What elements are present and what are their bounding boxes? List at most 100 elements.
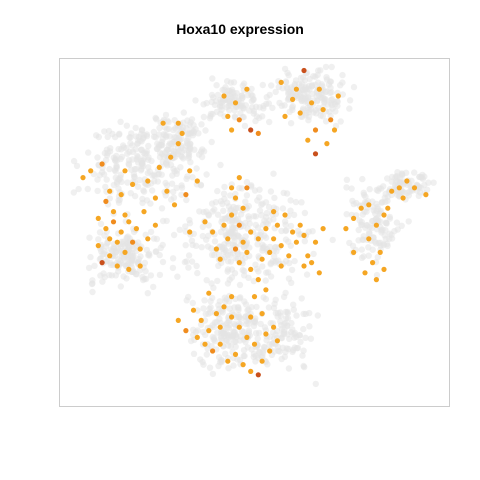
background-cell-point <box>299 352 305 358</box>
background-cell-point <box>283 309 289 315</box>
background-cell-point <box>260 350 266 356</box>
background-cell-point <box>351 84 357 90</box>
expressing-cell-point <box>256 277 261 282</box>
background-cell-point <box>350 243 356 249</box>
background-cell-point <box>209 75 215 81</box>
background-cell-point <box>430 180 436 186</box>
expressing-cell-point <box>328 117 333 122</box>
background-cell-point <box>266 119 272 125</box>
background-cell-point <box>206 306 212 312</box>
background-cell-point <box>227 229 233 235</box>
background-cell-point <box>199 154 205 160</box>
expressing-cell-point <box>195 335 200 340</box>
expressing-cell-point <box>229 185 234 190</box>
background-cell-point <box>101 248 107 254</box>
background-cell-point <box>117 197 123 203</box>
expressing-cell-point <box>294 87 299 92</box>
background-cell-point <box>237 282 243 288</box>
background-cell-point <box>138 158 144 164</box>
background-cell-point <box>105 134 111 140</box>
expressing-cell-point <box>111 209 116 214</box>
expressing-cell-point <box>263 331 268 336</box>
background-cell-point <box>359 176 365 182</box>
background-cell-point <box>254 241 260 247</box>
background-cell-point <box>373 201 379 207</box>
background-cell-point <box>211 252 217 258</box>
expressing-cell-point <box>252 294 257 299</box>
background-cell-point <box>188 338 194 344</box>
background-cell-point <box>290 302 296 308</box>
background-cell-point <box>337 82 343 88</box>
background-cell-point <box>199 244 205 250</box>
background-cell-point <box>288 280 294 286</box>
expressing-cell-point <box>80 175 85 180</box>
background-cell-point <box>177 227 183 233</box>
background-cell-point <box>243 321 249 327</box>
expressing-cell-point <box>96 216 101 221</box>
background-cell-point <box>189 238 195 244</box>
background-cell-point <box>257 104 263 110</box>
background-cell-point <box>306 83 312 89</box>
expressing-cell-point <box>248 314 253 319</box>
background-cell-point <box>147 200 153 206</box>
expressing-cell-point <box>241 362 246 367</box>
background-cell-point <box>377 240 383 246</box>
expressing-cell-point <box>126 219 131 224</box>
background-cell-point <box>162 132 168 138</box>
background-cell-point <box>94 176 100 182</box>
expressing-cell-point <box>290 229 295 234</box>
background-cell-point <box>339 72 345 78</box>
background-cell-point <box>315 312 321 318</box>
background-cell-point <box>201 297 207 303</box>
background-cell-point <box>187 144 193 150</box>
expressing-cell-point <box>225 114 230 119</box>
background-cell-point <box>126 162 132 168</box>
background-cell-point <box>310 251 316 257</box>
expressing-cell-point <box>317 270 322 275</box>
background-cell-point <box>155 178 161 184</box>
background-cell-point <box>219 358 225 364</box>
expressing-cell-point <box>260 257 265 262</box>
background-cell-point <box>258 321 264 327</box>
expressing-cell-point <box>313 127 318 132</box>
background-cell-point <box>148 229 154 235</box>
background-cell-point <box>251 213 257 219</box>
background-cell-point <box>185 264 191 270</box>
expressing-cell-point <box>244 335 249 340</box>
expressing-cell-point <box>157 165 162 170</box>
expressing-cell-point <box>301 233 306 238</box>
background-cell-point <box>338 118 344 124</box>
background-cell-point <box>302 238 308 244</box>
expressing-cell-point <box>115 263 120 268</box>
background-cell-point <box>124 123 130 129</box>
background-cell-point <box>327 90 333 96</box>
background-cell-point <box>148 158 154 164</box>
background-cell-point <box>102 274 108 280</box>
expressing-cell-point <box>313 240 318 245</box>
background-cell-point <box>239 103 245 109</box>
background-cell-point <box>214 278 220 284</box>
background-cell-point <box>150 284 156 290</box>
background-cell-point <box>291 258 297 264</box>
expressing-cell-point <box>370 260 375 265</box>
background-cell-point <box>220 208 226 214</box>
background-cell-point <box>271 195 277 201</box>
background-cell-point <box>366 253 372 259</box>
expressing-cell-point <box>119 229 124 234</box>
expressing-cell-point <box>252 342 257 347</box>
expressing-cell-point <box>401 195 406 200</box>
background-cell-point <box>71 189 77 195</box>
background-cell-point <box>241 268 247 274</box>
expressing-cell-point <box>267 348 272 353</box>
background-cell-point <box>99 169 105 175</box>
background-cell-point <box>282 228 288 234</box>
background-cell-point <box>291 212 297 218</box>
background-cell-point <box>87 254 93 260</box>
background-cell-point <box>247 220 253 226</box>
background-cell-point <box>211 324 217 330</box>
expressing-cell-point <box>260 359 265 364</box>
background-cell-point <box>85 186 91 192</box>
background-cell-point <box>301 364 307 370</box>
background-cell-point <box>365 244 371 250</box>
background-cell-point <box>297 339 303 345</box>
